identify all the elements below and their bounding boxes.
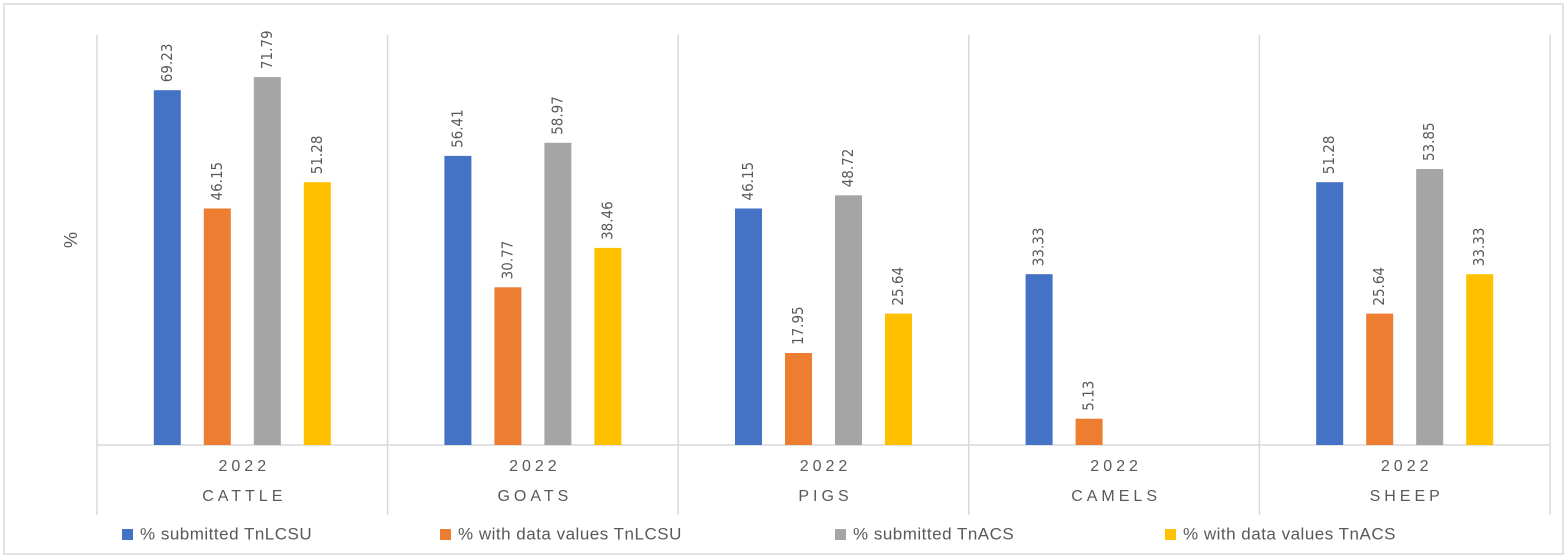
bar xyxy=(885,313,912,445)
legend-label: % submitted TnLCSU xyxy=(140,524,312,543)
data-label: 46.15 xyxy=(739,162,757,201)
data-label: 17.95 xyxy=(789,306,807,345)
legend-swatch xyxy=(1165,529,1176,540)
bar xyxy=(1416,169,1444,446)
x-tick-year: 2022 xyxy=(800,458,852,475)
bar xyxy=(1316,182,1344,445)
data-label: 71.79 xyxy=(258,30,276,69)
data-label: 33.33 xyxy=(1470,228,1488,267)
legend-label: % with data values TnACS xyxy=(1183,524,1396,543)
data-label: 5.13 xyxy=(1080,381,1098,411)
x-tick-label: CAMELS xyxy=(1071,488,1161,505)
x-tick-label: CATTLE xyxy=(202,488,286,505)
x-tick-year: 2022 xyxy=(219,458,271,475)
legend-swatch xyxy=(835,529,846,540)
data-label: 51.28 xyxy=(1320,136,1338,175)
bar xyxy=(153,90,181,445)
data-label: 46.15 xyxy=(208,162,226,201)
data-label: 51.28 xyxy=(308,136,326,175)
bar xyxy=(1025,274,1053,445)
bar xyxy=(594,247,622,445)
bar xyxy=(494,287,522,445)
bar xyxy=(303,182,331,445)
data-label: 58.97 xyxy=(548,96,566,135)
x-tick-year: 2022 xyxy=(509,458,561,475)
bar xyxy=(444,155,472,445)
bar xyxy=(1075,418,1103,445)
x-tick-label: SHEEP xyxy=(1370,488,1444,505)
bar xyxy=(203,208,231,445)
data-label: 56.41 xyxy=(448,109,466,148)
chart-border xyxy=(3,3,1564,555)
bar xyxy=(253,77,281,446)
data-label: 30.77 xyxy=(498,241,516,280)
data-label: 48.72 xyxy=(839,149,857,188)
x-tick-year: 2022 xyxy=(1381,458,1433,475)
bar xyxy=(785,353,812,445)
bar xyxy=(735,208,762,445)
bar xyxy=(1366,313,1394,445)
bar xyxy=(835,195,862,445)
bar xyxy=(544,142,572,445)
legend-swatch xyxy=(122,529,133,540)
data-label: 25.64 xyxy=(1370,267,1388,306)
data-label: 33.33 xyxy=(1030,228,1048,267)
data-label: 53.85 xyxy=(1420,122,1438,161)
x-tick-year: 2022 xyxy=(1090,458,1142,475)
bar xyxy=(1466,274,1494,445)
data-label: 25.64 xyxy=(889,267,907,306)
x-tick-label: PIGS xyxy=(798,488,852,505)
legend-swatch xyxy=(440,529,451,540)
data-label: 38.46 xyxy=(598,201,616,240)
legend-label: % submitted TnACS xyxy=(853,524,1014,543)
data-label: 69.23 xyxy=(158,44,176,83)
y-axis-label: % xyxy=(61,232,81,248)
x-tick-label: GOATS xyxy=(497,488,572,505)
legend-label: % with data values TnLCSU xyxy=(458,524,682,543)
